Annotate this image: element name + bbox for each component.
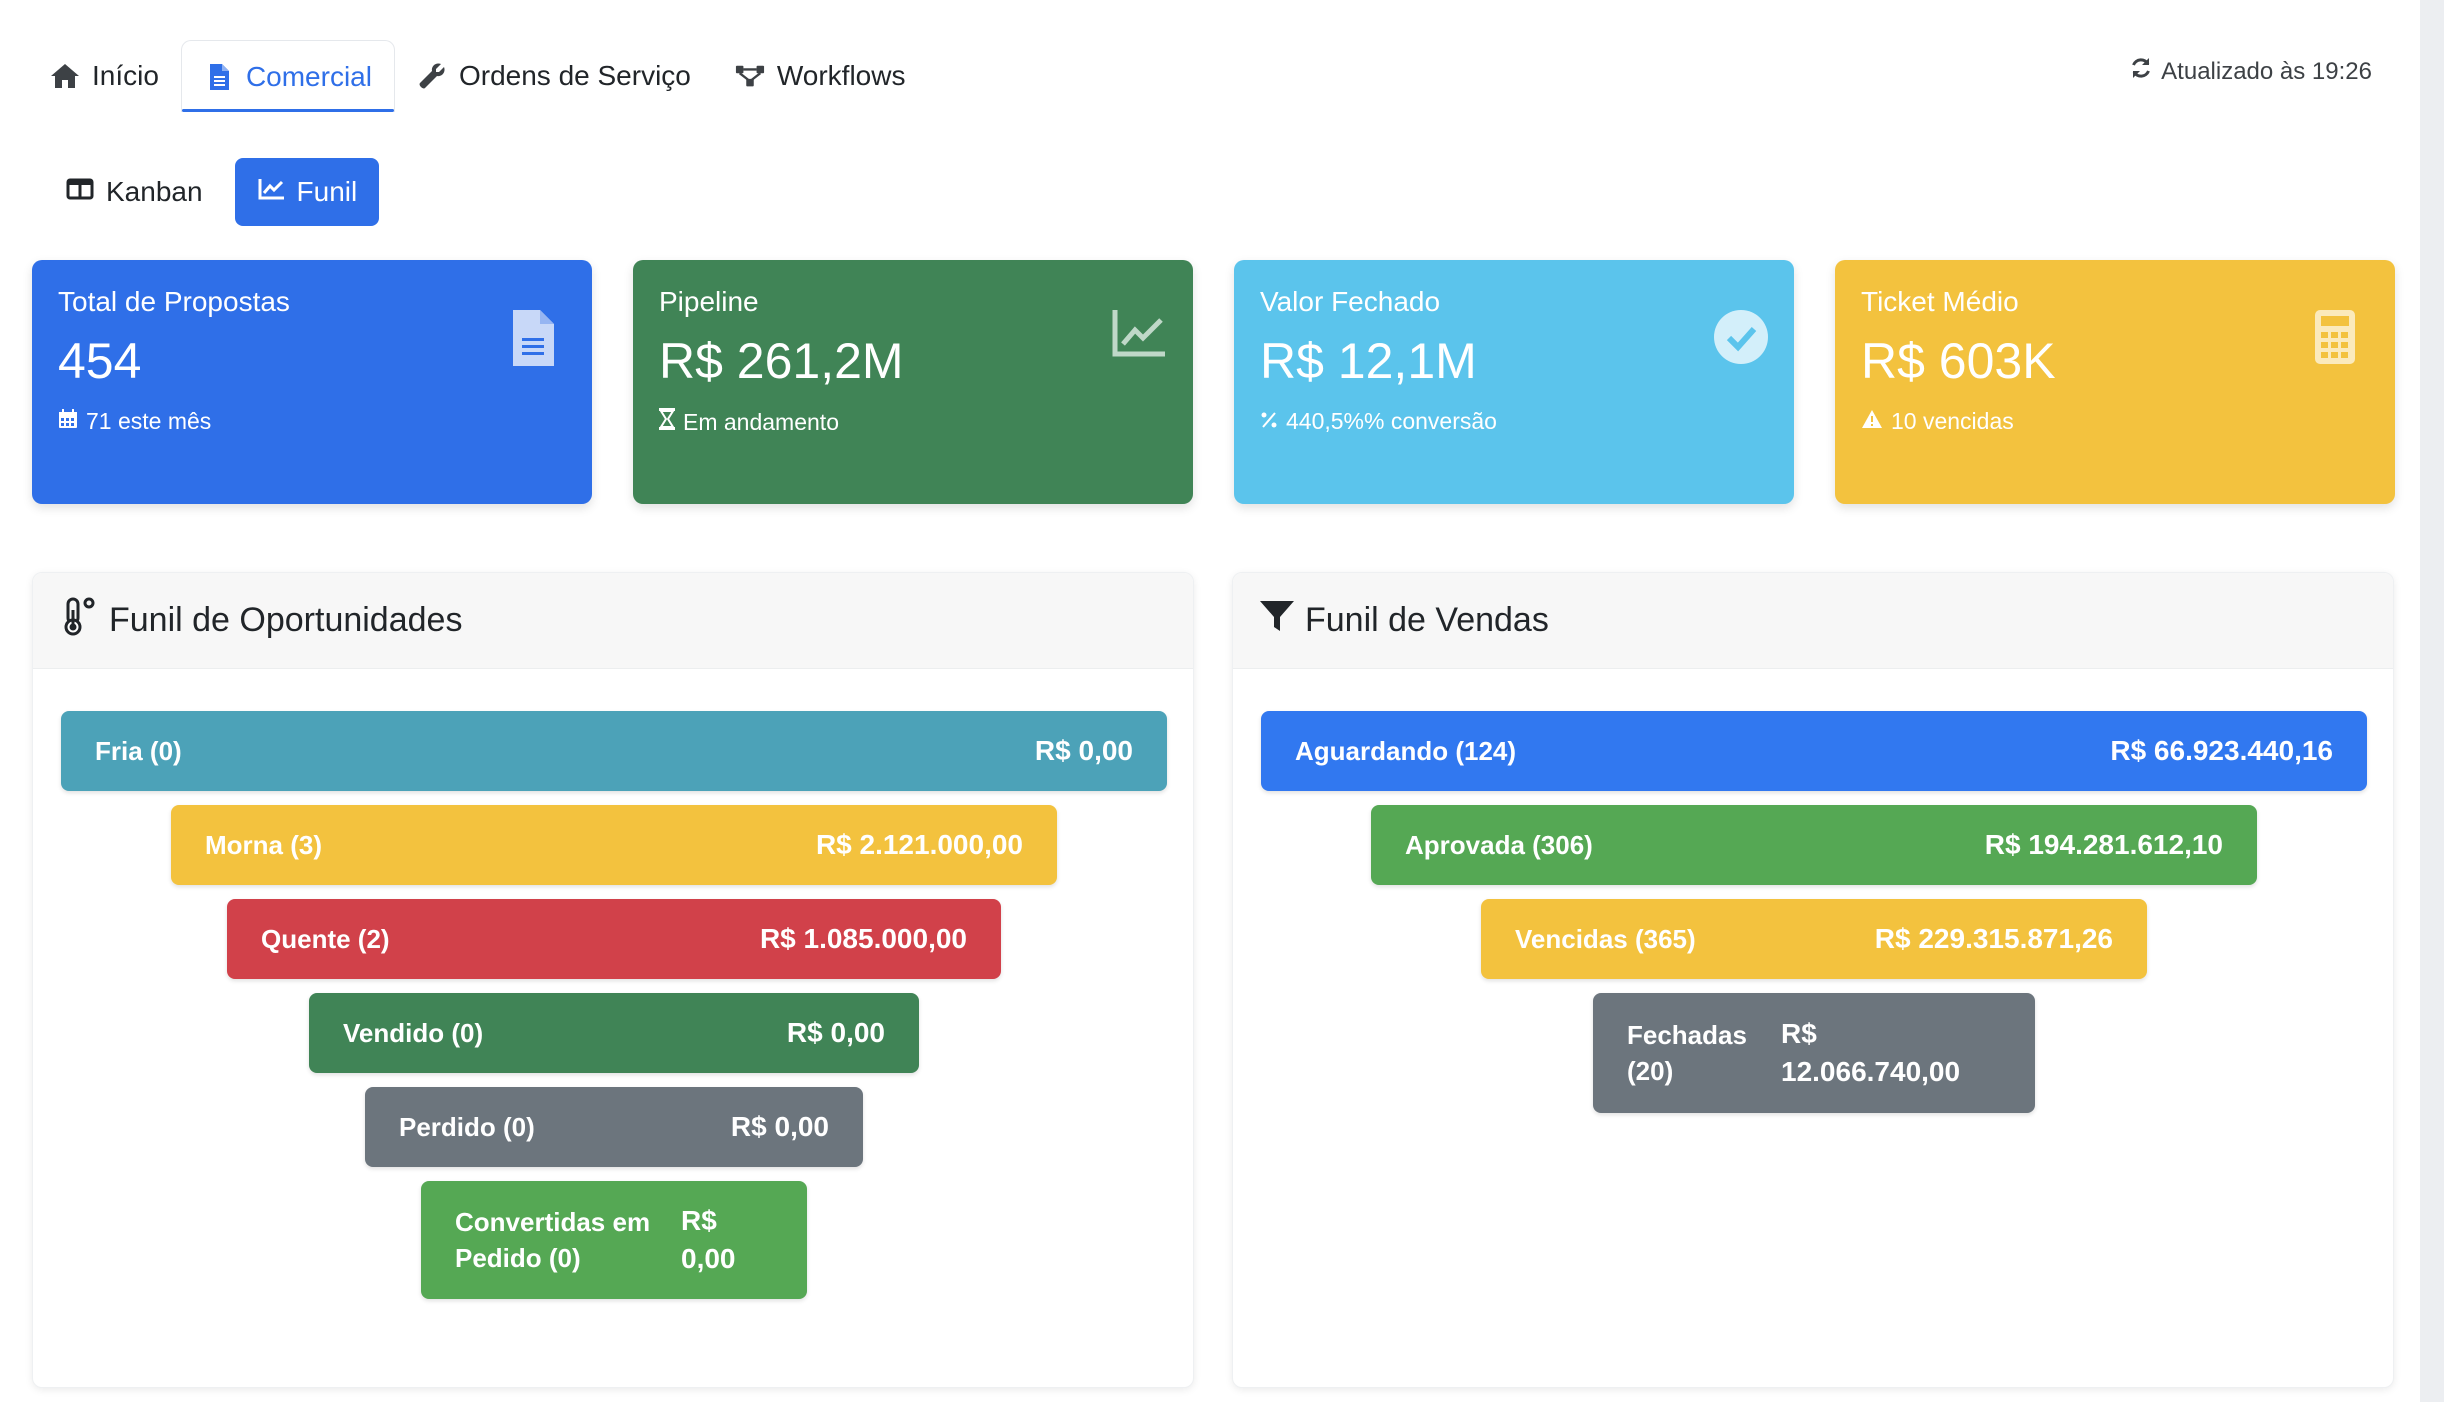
funnel-stage-perdido[interactable]: Perdido (0) R$ 0,00 [365, 1087, 863, 1167]
tab-workflows[interactable]: Workflows [713, 40, 928, 112]
warning-icon [1861, 408, 1883, 435]
home-icon [50, 61, 80, 91]
panel-funil-oportunidades: Funil de Oportunidades Fria (0) R$ 0,00 … [32, 572, 1194, 1388]
main-tabs: Início Comercial Ordens de Serviço Workf… [28, 40, 927, 112]
card-label: Ticket Médio [1861, 286, 2019, 317]
last-updated: Atualizado às 19:26 [2129, 56, 2372, 87]
tab-label: Comercial [245, 60, 372, 92]
card-total-propostas: Total de Propostas 454 71 este mês [32, 260, 592, 504]
card-value: R$ 12,1M [1260, 333, 1477, 389]
panel-title: Funil de Oportunidades [109, 601, 463, 639]
view-label: Funil [296, 176, 358, 207]
chart-line-icon [257, 176, 285, 208]
panel-funil-vendas: Funil de Vendas Aguardando (124) R$ 66.9… [1232, 572, 2394, 1388]
card-value: R$ 603K [1861, 333, 2056, 389]
stage-value: R$ 2.121.000,00 [815, 829, 1023, 860]
view-switch: Kanban Funil [44, 158, 380, 226]
page-edge [2420, 0, 2444, 1402]
stage-label: Aguardando (124) [1295, 736, 1517, 766]
card-label: Valor Fechado [1260, 286, 1441, 317]
stage-value: R$ 12.066.740,00 [1781, 1018, 1961, 1087]
stage-label: Vendido (0) [343, 1018, 484, 1048]
columns-icon [66, 176, 94, 208]
workflow-icon [735, 61, 765, 91]
panel-header: Funil de Oportunidades [33, 573, 1193, 669]
tab-inicio[interactable]: Início [28, 40, 181, 112]
card-sub: 440,5%% conversão [1260, 408, 1768, 435]
stage-value: R$ 229.315.871,26 [1874, 923, 2113, 954]
card-ticket-medio: Ticket Médio R$ 603K 10 vencidas [1835, 260, 2395, 504]
percent-icon [1260, 408, 1278, 435]
hourglass-icon [659, 408, 675, 436]
card-value: R$ 261,2M [659, 333, 904, 389]
card-pipeline: Pipeline R$ 261,2M Em andamento [633, 260, 1193, 504]
card-valor-fechado: Valor Fechado R$ 12,1M 440,5%% conversão [1234, 260, 1794, 504]
tab-label: Ordens de Serviço [458, 60, 691, 91]
view-label: Kanban [106, 176, 203, 207]
chart-line-icon [1111, 308, 1167, 368]
funnel-stage-quente[interactable]: Quente (2) R$ 1.085.000,00 [227, 899, 1001, 979]
calculator-icon [2313, 308, 2369, 368]
stage-value: R$ 1.085.000,00 [759, 923, 967, 954]
funnel-stage-fria[interactable]: Fria (0) R$ 0,00 [61, 711, 1167, 791]
updated-text: Atualizado às 19:26 [2161, 57, 2372, 85]
stage-value: R$ 194.281.612,10 [1984, 829, 2223, 860]
tab-label: Início [92, 60, 159, 91]
tab-ordens-de-servico[interactable]: Ordens de Serviço [395, 40, 713, 112]
panel-title: Funil de Vendas [1305, 601, 1549, 639]
document-icon [510, 308, 566, 368]
panel-header: Funil de Vendas [1233, 573, 2393, 669]
stage-label: Morna (3) [205, 830, 322, 860]
funnel-stage-fechadas[interactable]: Fechadas (20) R$ 12.066.740,00 [1593, 993, 2035, 1113]
check-circle-icon [1712, 308, 1768, 368]
card-sub: Em andamento [659, 408, 1167, 436]
card-label: Pipeline [659, 286, 759, 317]
funnel-stage-vendido[interactable]: Vendido (0) R$ 0,00 [309, 993, 919, 1073]
funnel-stage-vencidas[interactable]: Vencidas (365) R$ 229.315.871,26 [1481, 899, 2147, 979]
card-label: Total de Propostas [58, 286, 290, 317]
refresh-icon[interactable] [2129, 56, 2153, 87]
stage-label: Aprovada (306) [1405, 830, 1593, 860]
view-funil-button[interactable]: Funil [234, 158, 380, 226]
stage-label: Perdido (0) [399, 1112, 535, 1142]
tab-comercial[interactable]: Comercial [180, 40, 395, 112]
stage-value: R$ 0,00 [786, 1017, 885, 1048]
stage-label: Fria (0) [95, 736, 182, 766]
view-kanban-button[interactable]: Kanban [44, 158, 225, 226]
funnel-stage-morna[interactable]: Morna (3) R$ 2.121.000,00 [171, 805, 1057, 885]
stage-value: R$ 0,00 [681, 1205, 736, 1274]
tab-label: Workflows [776, 60, 906, 91]
stage-value: R$ 0,00 [730, 1111, 829, 1142]
stage-value: R$ 66.923.440,16 [2110, 735, 2333, 766]
stage-label: Fechadas (20) [1627, 1020, 1747, 1086]
card-value: 454 [58, 333, 142, 389]
card-sub: 10 vencidas [1861, 408, 2369, 435]
thermometer-icon [59, 596, 99, 645]
stage-label: Convertidas em Pedido (0) [455, 1207, 651, 1273]
funnel-stage-aguardando[interactable]: Aguardando (124) R$ 66.923.440,16 [1261, 711, 2367, 791]
stage-value: R$ 0,00 [1034, 735, 1133, 766]
stage-label: Vencidas (365) [1515, 924, 1696, 954]
card-sub: 71 este mês [58, 408, 566, 435]
wrench-icon [417, 61, 447, 91]
funnel-stage-convertidas[interactable]: Convertidas em Pedido (0) R$ 0,00 [421, 1181, 807, 1299]
document-icon [204, 62, 234, 92]
calendar-icon [58, 408, 78, 435]
stage-label: Quente (2) [261, 924, 390, 954]
filter-icon [1259, 599, 1295, 642]
funnel-stage-aprovada[interactable]: Aprovada (306) R$ 194.281.612,10 [1371, 805, 2257, 885]
